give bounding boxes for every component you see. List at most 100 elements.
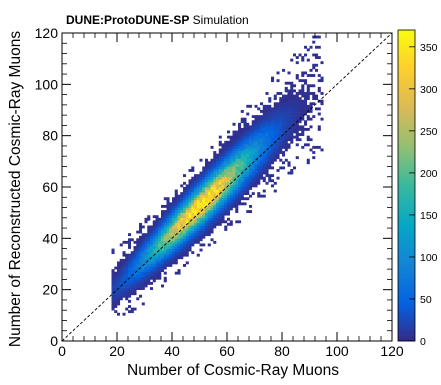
heatmap-bin [177,248,181,252]
heatmap-bin [251,174,255,178]
heatmap-bin [111,297,115,301]
heatmap-bin [174,202,178,206]
heatmap-bin [279,102,283,106]
heatmap-bin [262,171,266,175]
heatmap-bin [282,122,286,126]
heatmap-bin [144,258,148,262]
heatmap-bin [273,156,277,160]
color-scale-segment [398,58,415,62]
heatmap-bin [130,287,134,290]
heatmap-bin [185,189,189,193]
heatmap-bin [180,194,184,198]
heatmap-bin [251,184,255,188]
heatmap-bin [183,222,187,226]
color-scale-segment [398,175,415,179]
heatmap-bin [196,215,200,219]
heatmap-bin [133,266,137,270]
heatmap-bin [125,271,129,275]
heatmap-bin [136,274,140,278]
heatmap-bin [216,207,220,211]
heatmap-bin [196,184,200,188]
heatmap-bin [111,292,115,296]
heatmap-bin [163,228,167,231]
heatmap-bin [276,92,280,95]
heatmap-bin [309,125,313,129]
heatmap-bin [246,138,250,142]
heatmap-bin [221,161,225,165]
heatmap-bin [180,248,184,252]
heatmap-bin [166,240,170,244]
color-scale-segment [398,309,415,313]
heatmap-bin [287,89,291,93]
heatmap-bin [139,269,143,272]
heatmap-bin [210,161,214,165]
color-scale-segment [398,268,415,272]
heatmap-bin [232,130,236,134]
heatmap-bin [188,222,192,226]
heatmap-bin [240,135,244,139]
heatmap-bin [240,117,244,121]
heatmap-bin [199,184,203,188]
heatmap-bin [293,110,297,113]
heatmap-bin [210,189,214,193]
heatmap-bin [133,307,137,311]
heatmap-bin [251,171,255,175]
heatmap-bin [298,115,302,118]
heatmap-bin [293,107,297,111]
heatmap-bin [218,153,222,157]
heatmap-bin [141,274,145,278]
heatmap-bin [205,207,209,211]
heatmap-bin [238,220,242,224]
heatmap-bin [306,89,310,93]
heatmap-bin [128,289,132,293]
heatmap-bin [166,215,170,219]
heatmap-bin [147,225,151,229]
heatmap-bin [150,269,154,272]
heatmap-bin [249,176,253,180]
heatmap-bin [191,215,195,219]
heatmap-bin [232,153,236,157]
heatmap-bin [169,246,173,249]
heatmap-bin [229,204,233,208]
heatmap-bin [301,99,305,103]
heatmap-bin [180,253,184,257]
heatmap-bin [290,171,294,175]
heatmap-bin [227,202,231,206]
heatmap-bin [205,189,209,193]
x-axis: 0 20 40 60 80 100 120 [58,33,404,359]
heatmap-bin [133,269,137,272]
heatmap-bin [273,158,277,162]
heatmap-bin [111,274,115,278]
heatmap-bin [216,174,220,178]
y-tick-label: 80 [42,128,58,144]
heatmap-bin [260,135,264,139]
heatmap-bin [213,204,217,208]
heatmap-bin [117,297,121,301]
heatmap-bin [260,143,264,147]
heatmap-bin [155,274,159,278]
color-scale-segment [398,247,415,251]
heatmap-bin [227,143,231,147]
color-scale-segment [398,289,415,293]
heatmap-bin [218,179,222,183]
heatmap-bin [276,130,280,134]
heatmap-bin [295,99,299,103]
heatmap-bin [188,179,192,183]
heatmap-bin [183,240,187,244]
heatmap-bin [202,210,206,213]
heatmap-bin [185,207,189,211]
heatmap-bin [218,163,222,167]
heatmap-bin [199,228,203,231]
heatmap-bin [224,166,228,170]
heatmap-bin [202,179,206,183]
color-scale-segment [398,177,415,181]
heatmap-bin [139,284,143,288]
heatmap-bin [185,251,189,255]
heatmap-bin [183,192,187,195]
heatmap-bin [150,238,154,242]
heatmap-bin [191,220,195,224]
heatmap-bin [218,151,222,154]
heatmap-bin [205,220,209,224]
heatmap-bin [254,179,258,183]
heatmap-bin [282,99,286,103]
